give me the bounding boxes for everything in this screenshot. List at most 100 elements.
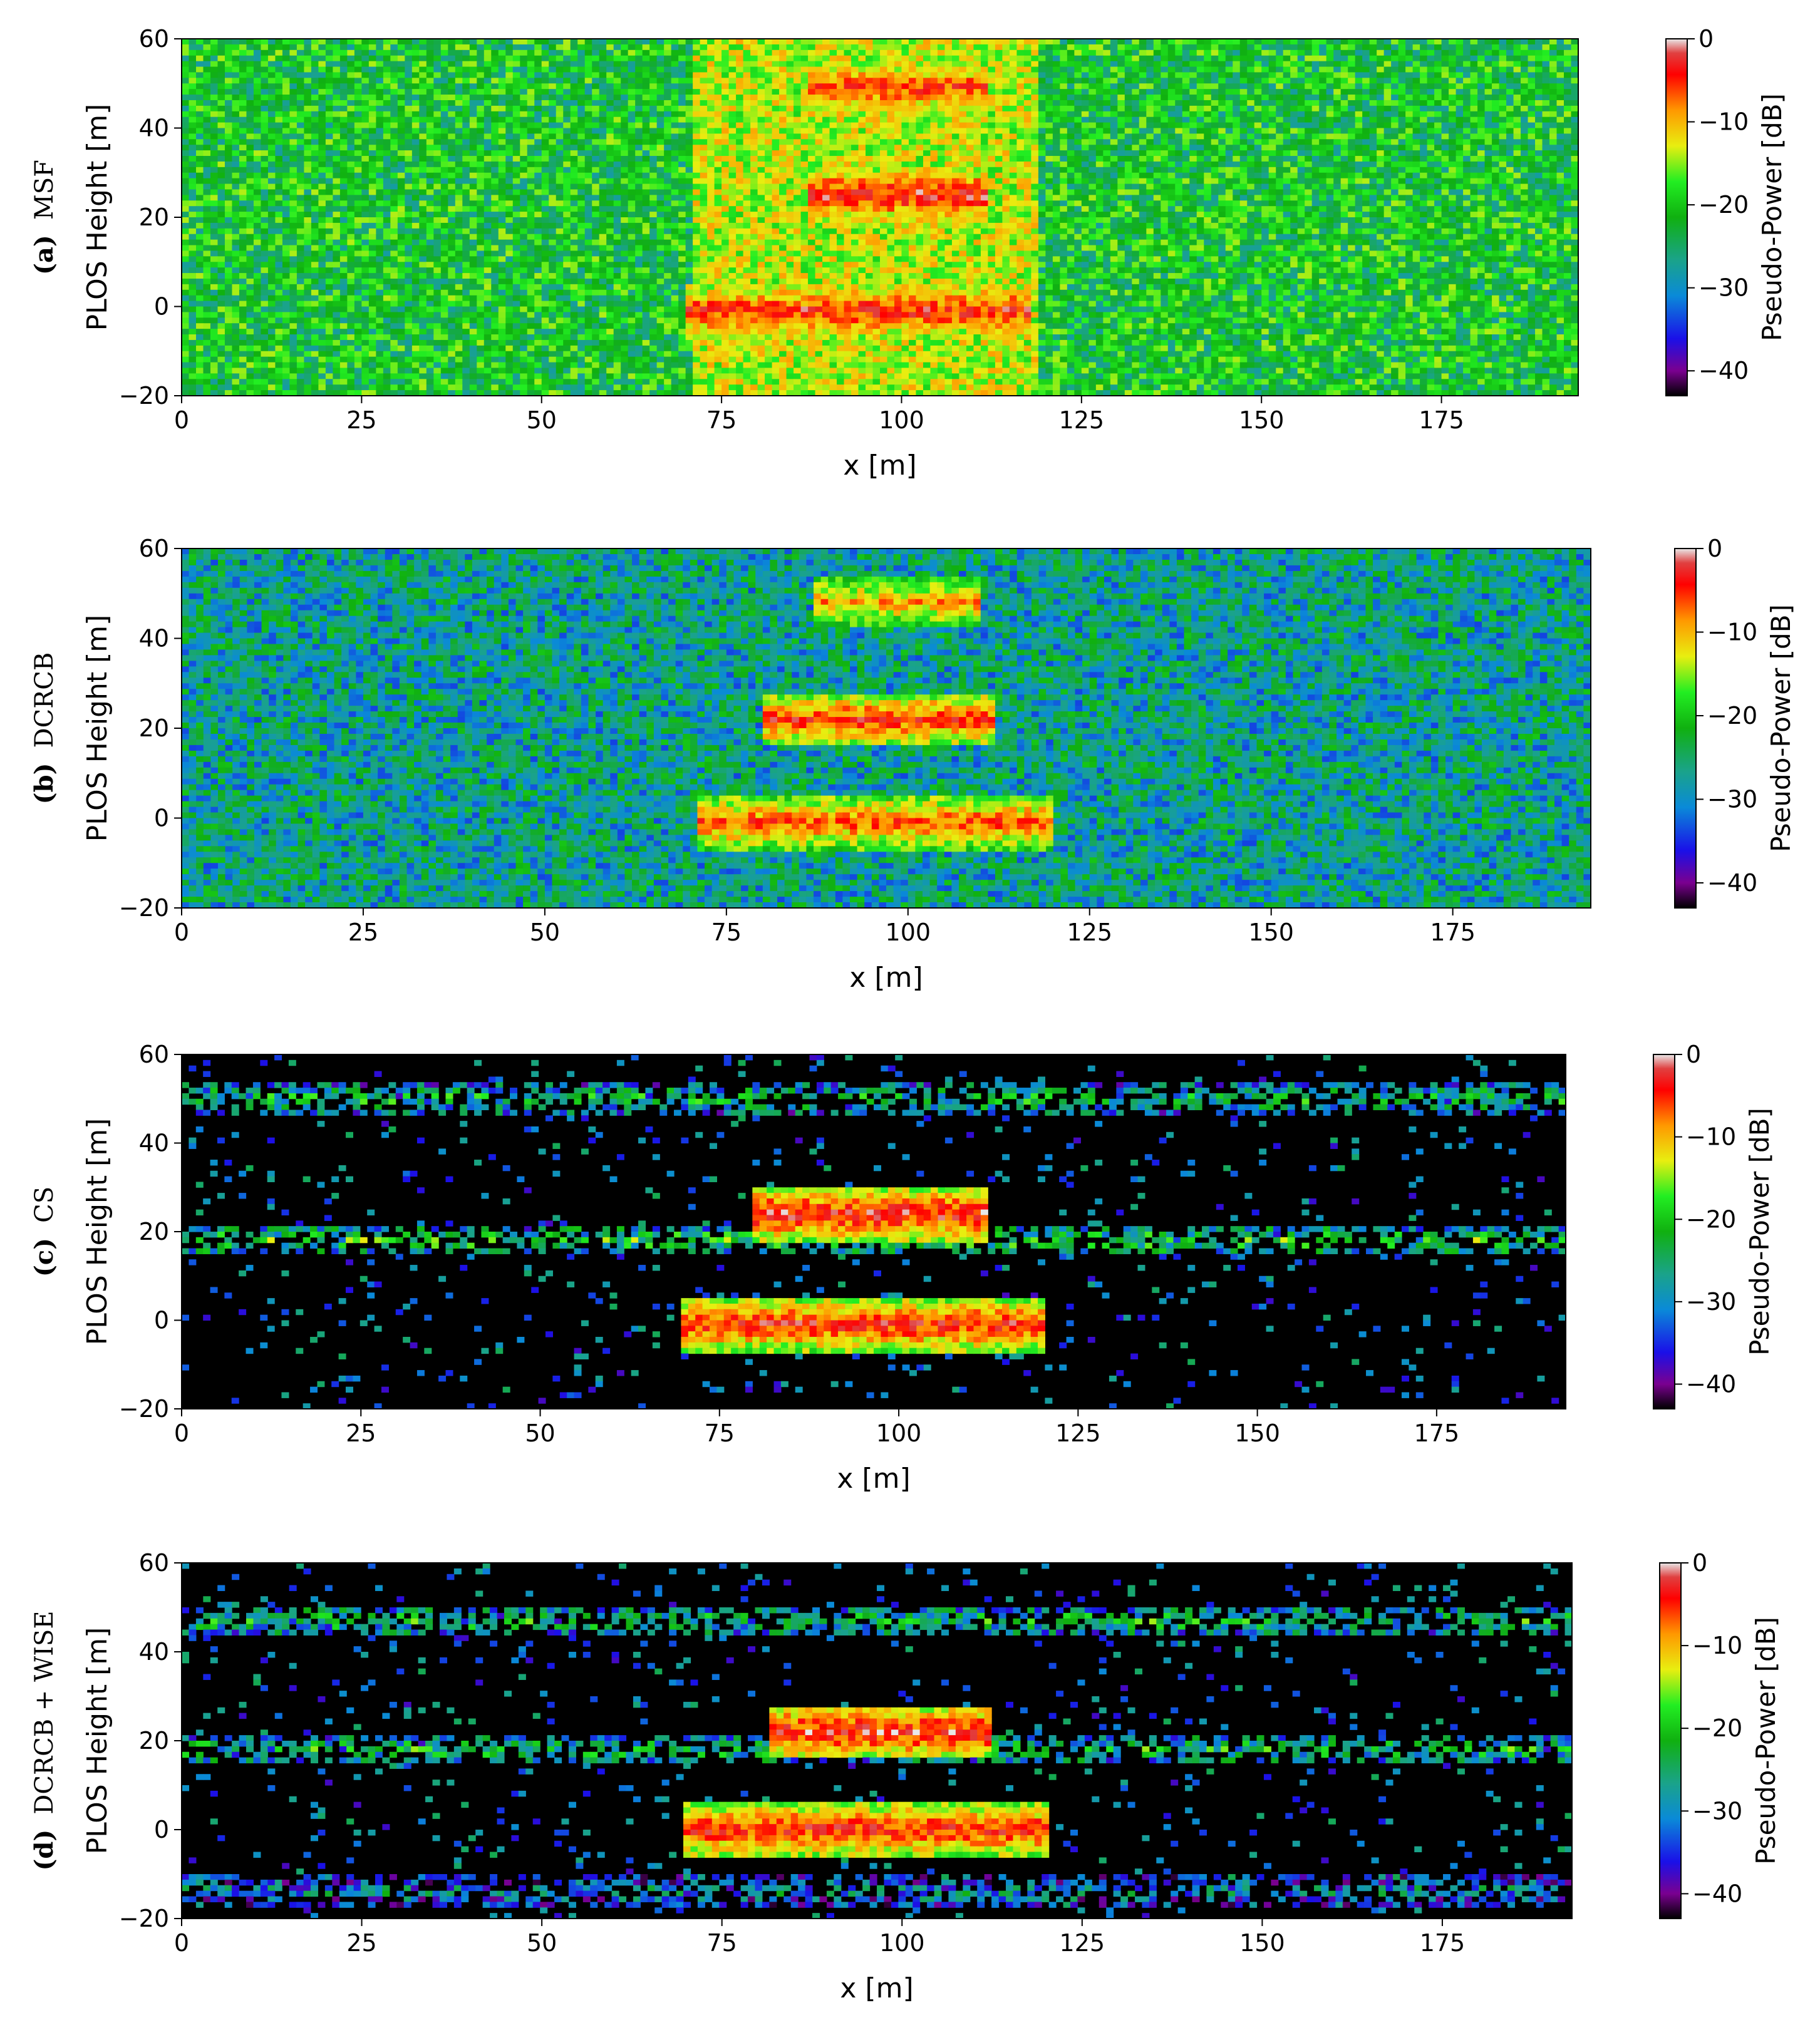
colorbar-tick-label: 0 <box>1707 535 1722 562</box>
x-tick-label: 125 <box>1060 1929 1105 1957</box>
x-tick-label: 175 <box>1414 1419 1460 1447</box>
colorbar-tick-label: −30 <box>1707 785 1757 813</box>
y-tick-label: 0 <box>154 805 169 832</box>
colorbar-tick-label: −40 <box>1686 1371 1736 1398</box>
y-tick-label: −20 <box>119 382 169 410</box>
y-tick-label: 60 <box>139 535 169 562</box>
x-tick-label: 50 <box>530 919 560 946</box>
x-axis-label: x [m] <box>837 1463 910 1495</box>
panel-tag: (a) <box>29 235 59 275</box>
colorbar-label: Pseudo-Power [dB] <box>1750 1617 1781 1865</box>
colorbar: 0 −10 −20 −30 −40 Pseudo-Power [dB] <box>1666 25 1787 396</box>
colorbar-tick-label: −10 <box>1686 1123 1736 1151</box>
y-tick-label: 60 <box>139 1041 169 1068</box>
y-tick-label: 60 <box>139 25 169 53</box>
colorbar-label: Pseudo-Power [dB] <box>1744 1108 1775 1356</box>
x-axis-label: x [m] <box>843 450 916 482</box>
y-axis-label: PLOS Height [m] <box>81 1118 113 1346</box>
x-tick-label: 175 <box>1419 406 1464 434</box>
x-tick-label: 25 <box>346 1929 376 1957</box>
x-tick-label: 0 <box>174 1419 189 1447</box>
colorbar-tick-label: −20 <box>1698 191 1749 219</box>
colorbar-tick-label: −10 <box>1707 618 1757 646</box>
colorbar-tick-label: 0 <box>1686 1041 1701 1068</box>
y-tick-label: 40 <box>139 625 169 652</box>
y-tick-label: 0 <box>154 293 169 321</box>
panel-label: (c) CS <box>29 1187 59 1277</box>
heatmap-cells <box>182 549 1591 909</box>
colorbar-tick-label: −10 <box>1698 108 1749 136</box>
colorbar-label: Pseudo-Power [dB] <box>1766 604 1796 852</box>
x-tick-label: 75 <box>707 1929 737 1957</box>
heatmap-cells <box>182 39 1579 396</box>
x-tick-label: 150 <box>1234 1419 1280 1447</box>
x-tick-label: 150 <box>1248 919 1294 946</box>
y-axis-label: PLOS Height [m] <box>81 615 113 842</box>
y-tick-label: 0 <box>154 1816 169 1843</box>
x-tick-label: 175 <box>1430 919 1476 946</box>
colorbar-tick-label: −30 <box>1698 274 1749 302</box>
colorbar-tick-label: −30 <box>1692 1797 1742 1825</box>
colorbar-gradient <box>1660 1563 1681 1919</box>
y-tick-label: 40 <box>139 115 169 142</box>
y-tick-label: 40 <box>139 1130 169 1157</box>
panel-tag: (b) <box>29 763 59 804</box>
panel-label: (b)DCRCB <box>29 652 59 805</box>
x-tick-label: 75 <box>711 919 742 946</box>
panel-tag: (d) <box>29 1830 59 1871</box>
x-tick-label: 125 <box>1059 406 1105 434</box>
x-tick-label: 75 <box>706 406 737 434</box>
x-tick-label: 0 <box>174 1929 189 1957</box>
y-axis-label: PLOS Height [m] <box>81 104 113 331</box>
colorbar-tick-label: −20 <box>1692 1714 1742 1742</box>
x-tick-label: 150 <box>1239 1929 1285 1957</box>
panel-method: MSF <box>30 160 59 220</box>
colorbar-tick-label: 0 <box>1692 1549 1707 1577</box>
x-tick-label: 100 <box>879 406 924 434</box>
x-axis-label: x [m] <box>840 1972 913 2004</box>
colorbar-label: Pseudo-Power [dB] <box>1757 93 1787 341</box>
y-axis-label: PLOS Height [m] <box>81 1627 113 1855</box>
colorbar: 0 −10 −20 −30 −40 Pseudo-Power [dB] <box>1675 535 1796 908</box>
y-tick-label: 20 <box>139 204 169 231</box>
colorbar-tick-label: −40 <box>1707 869 1757 897</box>
x-tick-label: 50 <box>527 406 557 434</box>
x-tick-label: 100 <box>879 1929 925 1957</box>
colorbar-tick-label: −40 <box>1692 1880 1742 1907</box>
colorbar-tick-label: −10 <box>1692 1632 1742 1659</box>
colorbar: 0 −10 −20 −30 −40 Pseudo-Power [dB] <box>1660 1549 1781 1919</box>
y-tick-label: −20 <box>119 894 169 922</box>
y-tick-label: 20 <box>139 714 169 742</box>
x-tick-label: 75 <box>705 1419 735 1447</box>
colorbar-gradient <box>1666 39 1687 396</box>
x-tick-label: 100 <box>876 1419 922 1447</box>
x-axis-label: x [m] <box>849 962 923 994</box>
colorbar-tick-label: −20 <box>1686 1205 1736 1233</box>
y-tick-label: 20 <box>139 1727 169 1754</box>
x-tick-label: 125 <box>1055 1419 1101 1447</box>
panel-tag: (c) <box>29 1238 59 1277</box>
panel-method: DCRCB + WISE <box>30 1610 59 1814</box>
panel-label: (d) DCRCB + WISE <box>29 1610 59 1870</box>
colorbar-gradient <box>1653 1054 1675 1409</box>
y-tick-label: 40 <box>139 1638 169 1666</box>
x-tick-label: 0 <box>174 406 189 434</box>
panel-method: CS <box>30 1187 59 1223</box>
x-tick-label: 150 <box>1239 406 1285 434</box>
x-tick-label: 100 <box>886 919 931 946</box>
y-tick-label: −20 <box>119 1905 169 1932</box>
x-tick-label: 175 <box>1420 1929 1466 1957</box>
colorbar-tick-label: 0 <box>1698 25 1714 53</box>
colorbar-gradient <box>1675 549 1696 908</box>
x-tick-label: 50 <box>525 1419 555 1447</box>
x-tick-label: 125 <box>1067 919 1112 946</box>
colorbar-tick-label: −40 <box>1698 357 1749 384</box>
y-tick-label: 20 <box>139 1218 169 1245</box>
y-tick-label: −20 <box>119 1395 169 1423</box>
colorbar-tick-label: −20 <box>1707 702 1757 729</box>
